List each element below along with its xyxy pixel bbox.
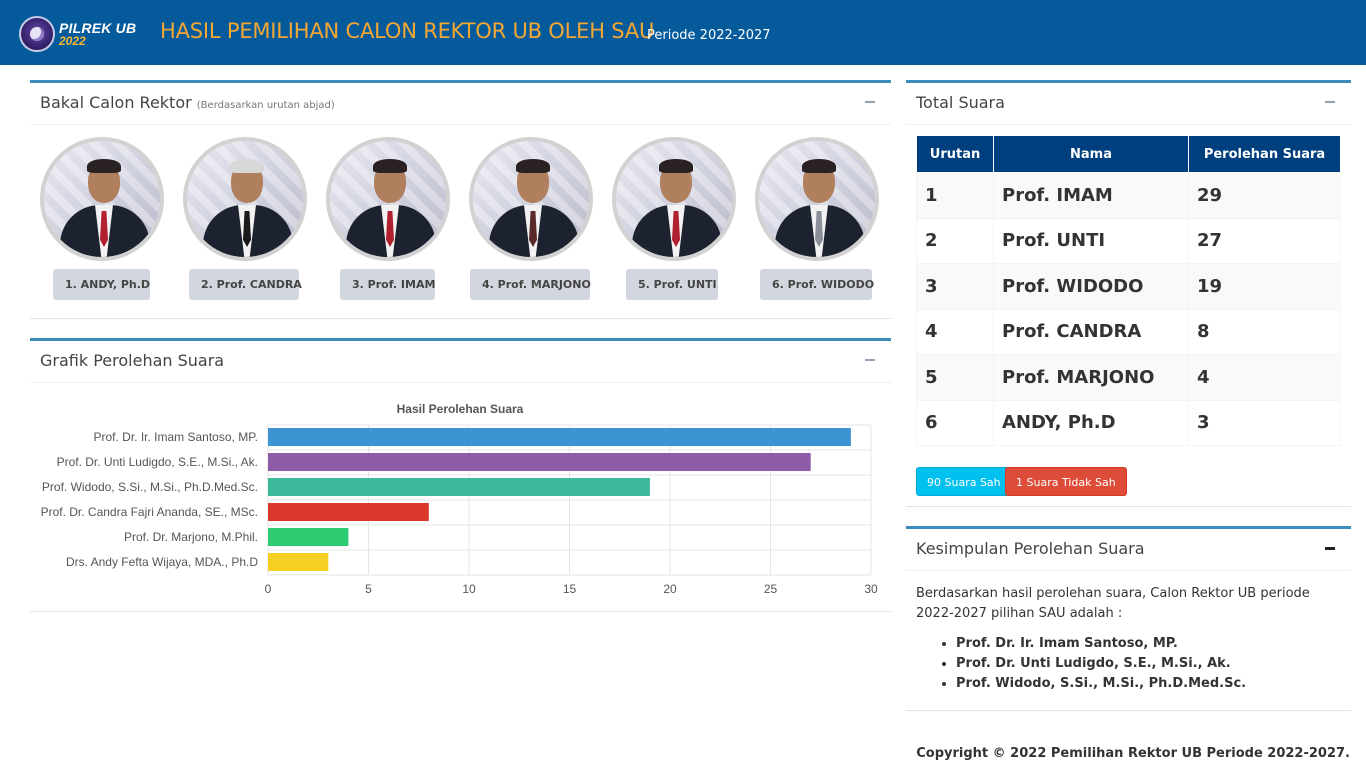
total-votes-box: Total Suara Urutan Nama Perolehan Suara …: [906, 80, 1351, 507]
candidates-title-text: Bakal Calon Rektor: [40, 93, 192, 112]
conclusion-box: Kesimpulan Perolehan Suara Berdasarkan h…: [906, 526, 1351, 711]
votes-cell: 29: [1188, 172, 1341, 219]
conclusion-box-header: Kesimpulan Perolehan Suara: [906, 529, 1351, 571]
candidate-label[interactable]: 4. Prof. MARJONO: [470, 269, 591, 300]
name-cell: Prof. WIDODO: [993, 263, 1189, 310]
candidates-box-header: Bakal Calon Rektor (Berdasarkan urutan a…: [30, 83, 891, 125]
collapse-minus-icon[interactable]: [865, 359, 875, 361]
winner-item: Prof. Widodo, S.Si., M.Si., Ph.D.Med.Sc.: [956, 674, 1246, 694]
page-subtitle: Periode 2022-2027: [647, 28, 771, 43]
chart-box-header: Grafik Perolehan Suara: [30, 341, 891, 383]
table-row: 6 ANDY, Ph.D 3: [916, 399, 1341, 446]
collapse-minus-icon[interactable]: [865, 101, 875, 103]
page-title: HASIL PEMILIHAN CALON REKTOR UB OLEH SAU: [160, 19, 655, 43]
chart-tick-label: 25: [764, 582, 778, 596]
name-cell: Prof. MARJONO: [993, 354, 1189, 401]
footer-copyright: Copyright © 2022 Pemilihan Rektor UB Per…: [916, 746, 1350, 761]
candidate-label[interactable]: 2. Prof. CANDRA: [189, 269, 302, 300]
conclusion-box-title: Kesimpulan Perolehan Suara: [916, 539, 1145, 558]
candidate-photo: [183, 137, 307, 261]
candidates-box-title: Bakal Calon Rektor (Berdasarkan urutan a…: [40, 93, 335, 112]
chart-tick-label: 10: [462, 582, 476, 596]
invalid-votes-button[interactable]: 1 Suara Tidak Sah: [1005, 467, 1127, 496]
chart-bar[interactable]: [268, 553, 329, 571]
table-header-row: Urutan Nama Perolehan Suara: [916, 135, 1341, 173]
chart-bar[interactable]: [268, 478, 650, 496]
chart-title: Hasil Perolehan Suara: [397, 402, 524, 416]
votes-cell: 8: [1188, 308, 1341, 355]
top-header: PILREK UB 2022 HASIL PEMILIHAN CALON REK…: [0, 0, 1366, 65]
chart-box-title: Grafik Perolehan Suara: [40, 351, 225, 370]
votes-cell: 27: [1188, 217, 1341, 264]
name-cell: ANDY, Ph.D: [993, 399, 1189, 446]
winner-item: Prof. Dr. Ir. Imam Santoso, MP.: [956, 634, 1246, 654]
rank-cell: 3: [916, 263, 994, 310]
candidate-photo: [40, 137, 164, 261]
chart-bar[interactable]: [268, 503, 429, 521]
column-header-name: Nama: [993, 135, 1189, 173]
column-header-rank: Urutan: [916, 135, 994, 173]
candidate-label[interactable]: 5. Prof. UNTI: [626, 269, 718, 300]
chart-box: Grafik Perolehan Suara Hasil Perolehan S…: [30, 338, 891, 612]
chart-category-label: Drs. Andy Fefta Wijaya, MDA., Ph.D: [66, 555, 258, 569]
candidate-photo: [469, 137, 593, 261]
chart-bar[interactable]: [268, 453, 811, 471]
votes-cell: 19: [1188, 263, 1341, 310]
rank-cell: 5: [916, 354, 994, 401]
total-box-title: Total Suara: [916, 93, 1005, 112]
chart-tick-label: 20: [663, 582, 677, 596]
candidates-box: Bakal Calon Rektor (Berdasarkan urutan a…: [30, 80, 891, 319]
name-cell: Prof. UNTI: [993, 217, 1189, 264]
candidate-label[interactable]: 6. Prof. WIDODO: [760, 269, 874, 300]
rank-cell: 6: [916, 399, 994, 446]
collapse-minus-icon[interactable]: [1325, 547, 1335, 550]
valid-votes-button[interactable]: 90 Suara Sah: [916, 467, 1012, 496]
conclusion-text: Berdasarkan hasil perolehan suara, Calon…: [916, 586, 1310, 621]
candidate-photo: [755, 137, 879, 261]
chart-category-label: Prof. Widodo, S.Si., M.Si., Ph.D.Med.Sc.: [42, 480, 258, 494]
table-row: 1 Prof. IMAM 29: [916, 172, 1341, 219]
logo-title[interactable]: PILREK UB: [59, 20, 137, 36]
winners-list: Prof. Dr. Ir. Imam Santoso, MP. Prof. Dr…: [956, 634, 1246, 694]
candidate-label[interactable]: 1. ANDY, Ph.D: [53, 269, 150, 300]
collapse-minus-icon[interactable]: [1325, 101, 1335, 103]
candidate-photo: [612, 137, 736, 261]
vote-chart: Hasil Perolehan Suara Prof. Dr. Ir. Imam…: [41, 402, 878, 596]
votes-table: Urutan Nama Perolehan Suara 1 Prof. IMAM 2…: [916, 135, 1341, 446]
candidate-label[interactable]: 3. Prof. IMAM: [340, 269, 435, 300]
total-box-header: Total Suara: [906, 83, 1351, 125]
chart-bar[interactable]: [268, 428, 851, 446]
rank-cell: 2: [916, 217, 994, 264]
rank-cell: 1: [916, 172, 994, 219]
chart-tick-label: 15: [563, 582, 577, 596]
votes-cell: 4: [1188, 354, 1341, 401]
winner-item: Prof. Dr. Unti Ludigdo, S.E., M.Si., Ak.: [956, 654, 1246, 674]
candidate-photo: [326, 137, 450, 261]
chart-tick-label: 5: [365, 582, 372, 596]
chart-category-label: Prof. Dr. Ir. Imam Santoso, MP.: [93, 430, 258, 444]
votes-cell: 3: [1188, 399, 1341, 446]
chart-bar[interactable]: [268, 528, 349, 546]
chart-tick-label: 0: [265, 582, 272, 596]
name-cell: Prof. IMAM: [993, 172, 1189, 219]
column-header-votes: Perolehan Suara: [1188, 135, 1341, 173]
pilrek-logo-icon[interactable]: [19, 16, 55, 52]
table-row: 4 Prof. CANDRA 8: [916, 308, 1341, 355]
chart-category-label: Prof. Dr. Candra Fajri Ananda, SE., MSc.: [41, 505, 258, 519]
candidates-title-note: (Berdasarkan urutan abjad): [196, 100, 335, 111]
chart-tick-label: 30: [864, 582, 878, 596]
logo-year: 2022: [59, 34, 86, 48]
table-row: 3 Prof. WIDODO 19: [916, 263, 1341, 310]
name-cell: Prof. CANDRA: [993, 308, 1189, 355]
table-row: 2 Prof. UNTI 27: [916, 217, 1341, 264]
chart-category-label: Prof. Dr. Marjono, M.Phil.: [124, 530, 258, 544]
table-row: 5 Prof. MARJONO 4: [916, 354, 1341, 401]
chart-category-label: Prof. Dr. Unti Ludigdo, S.E., M.Si., Ak.: [57, 455, 258, 469]
rank-cell: 4: [916, 308, 994, 355]
